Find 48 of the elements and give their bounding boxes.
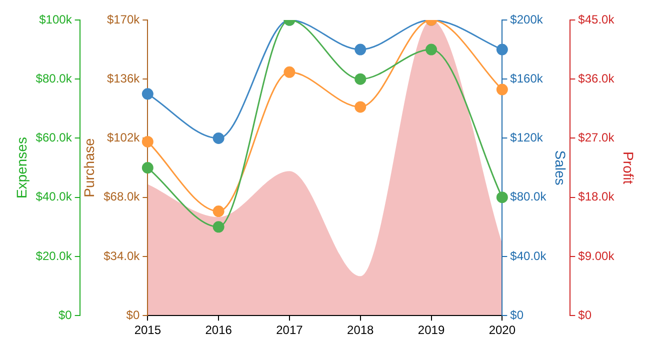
x-tick-label: 2015: [134, 323, 162, 338]
y2-axis-title: Purchase: [81, 138, 98, 198]
point: [496, 84, 508, 96]
y-axis-title: Expenses: [13, 137, 30, 199]
x-tick-label: 2019: [418, 323, 445, 338]
y3-tick-label: $200k: [510, 12, 544, 26]
point: [354, 44, 366, 56]
y-tick-label: $9.00k: [578, 248, 616, 263]
y-tick-label: $45.0k: [578, 12, 616, 26]
y3-tick-label: $160k: [510, 71, 544, 86]
x-tick-label: 2017: [276, 323, 304, 338]
point: [284, 66, 296, 78]
y2-tick-label: $34.0k: [104, 248, 141, 263]
y2-tick-label: $136k: [106, 71, 141, 86]
point: [212, 206, 224, 218]
y-tick-label: $20.0k: [36, 248, 73, 263]
point: [142, 88, 154, 100]
point: [142, 162, 154, 174]
y-axis-title: Profit: [620, 151, 637, 184]
point: [212, 221, 224, 233]
y-tick-label: $0: [58, 308, 72, 322]
y-tick-label: $80.0k: [36, 71, 73, 86]
y2-tick-label: $170k: [106, 12, 141, 26]
y-tick-label: $0: [578, 308, 592, 322]
y-tick-label: $36.0k: [578, 71, 616, 86]
point: [212, 132, 224, 144]
point: [354, 73, 366, 85]
x-tick-label: 2018: [347, 323, 374, 338]
y-tick-label: $100k: [39, 12, 73, 26]
y-tick-label: $18.0k: [578, 190, 616, 204]
y3-tick-label: $80.0k: [510, 190, 548, 204]
x-tick-label: 2016: [205, 323, 232, 338]
point: [496, 192, 508, 204]
y3-tick-label: $40.0k: [510, 248, 548, 263]
y-tick-label: $40.0k: [36, 190, 73, 204]
point: [426, 44, 438, 56]
y-tick-label: $27.0k: [578, 130, 616, 145]
y3-tick-label: $0: [510, 308, 524, 322]
y-tick-label: $60.0k: [36, 130, 73, 145]
y3-axis-title: Sales: [552, 150, 569, 186]
y2-tick-label: $68.0k: [104, 190, 141, 204]
y2-tick-label: $102k: [106, 130, 141, 145]
point: [354, 101, 366, 113]
point: [142, 136, 154, 148]
point: [496, 44, 508, 56]
x-tick-label: 2020: [488, 323, 516, 338]
y2-tick-label: $0: [126, 308, 140, 322]
y3-tick-label: $120k: [510, 130, 544, 145]
